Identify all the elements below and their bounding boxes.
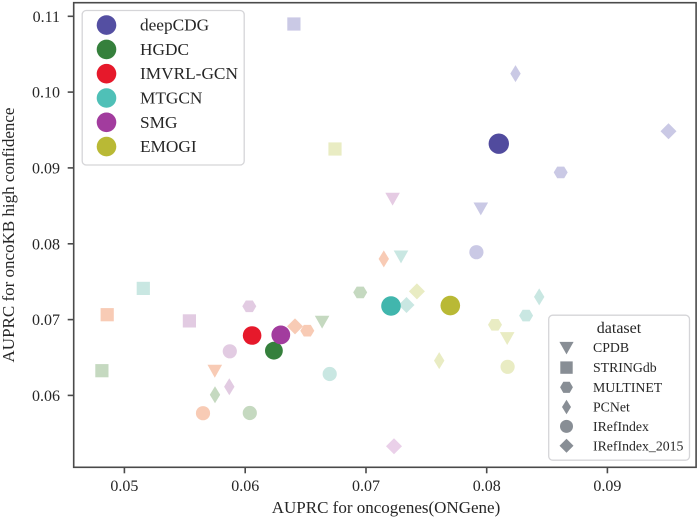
svg-text:IRefIndex_2015: IRefIndex_2015 xyxy=(593,439,684,454)
svg-text:0.10: 0.10 xyxy=(32,85,60,102)
svg-text:0.08: 0.08 xyxy=(32,236,60,253)
svg-text:CPDB: CPDB xyxy=(593,340,629,355)
svg-text:0.06: 0.06 xyxy=(32,388,60,405)
svg-text:dataset: dataset xyxy=(597,320,642,337)
svg-text:AUPRC for oncoKB high confiden: AUPRC for oncoKB high confidence xyxy=(0,108,18,363)
svg-text:MTGCN: MTGCN xyxy=(140,89,203,108)
svg-text:0.11: 0.11 xyxy=(33,9,60,26)
svg-text:MULTINET: MULTINET xyxy=(593,380,663,395)
svg-text:PCNet: PCNet xyxy=(593,400,630,415)
svg-text:STRINGdb: STRINGdb xyxy=(593,360,657,375)
svg-text:IRefIndex: IRefIndex xyxy=(593,419,649,434)
svg-text:0.07: 0.07 xyxy=(32,312,60,329)
svg-text:0.07: 0.07 xyxy=(352,478,380,495)
svg-text:EMOGI: EMOGI xyxy=(140,137,197,156)
svg-text:0.08: 0.08 xyxy=(473,478,501,495)
svg-text:IMVRL-GCN: IMVRL-GCN xyxy=(140,64,238,83)
svg-text:AUPRC for oncogenes(ONGene): AUPRC for oncogenes(ONGene) xyxy=(272,498,501,517)
svg-text:0.09: 0.09 xyxy=(32,161,60,178)
svg-text:0.05: 0.05 xyxy=(110,478,138,495)
svg-text:SMG: SMG xyxy=(140,113,177,132)
svg-text:0.06: 0.06 xyxy=(231,478,259,495)
svg-text:HGDC: HGDC xyxy=(140,40,189,59)
svg-text:deepCDG: deepCDG xyxy=(140,16,209,35)
svg-text:0.09: 0.09 xyxy=(593,478,621,495)
